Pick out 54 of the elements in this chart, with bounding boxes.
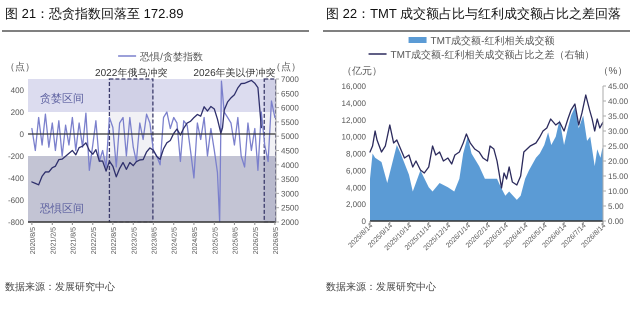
y-tick-label: 0 — [362, 217, 367, 226]
y-axis-title: （点） — [5, 61, 35, 73]
y2-tick-label: 7000 — [281, 75, 300, 84]
y2-tick-label: 6000 — [281, 104, 300, 113]
y-tick-label: -600 — [8, 196, 25, 205]
y2-tick-label: 3500 — [281, 175, 300, 184]
chart-title: 图 21：恐贪指数回落至 172.89 — [5, 6, 184, 21]
source-note: 数据来源：发展研究中心 — [5, 281, 115, 293]
y2-tick-label: 20.00 — [608, 157, 629, 166]
y-axis-title: （亿元） — [342, 66, 382, 77]
band-label: 贪婪区间 — [40, 92, 84, 105]
y2-tick-label: 4000 — [281, 160, 300, 170]
y2-axis-title: （%） — [598, 66, 628, 77]
band-label: 2022年俄乌冲突 — [95, 67, 168, 79]
y2-tick-label: 25.00 — [608, 142, 629, 151]
legend-label: TMT成交额-红利相关成交额占比之差（右轴） — [390, 49, 594, 61]
y2-tick-label: 15.00 — [608, 172, 629, 181]
y-tick-label: 200 — [10, 108, 25, 117]
y2-tick-label: 2000 — [281, 218, 300, 227]
band-label: 恐惧区间 — [39, 203, 84, 215]
y-tick-label: -800 — [8, 218, 25, 227]
y2-tick-label: 3000 — [281, 189, 300, 198]
y-tick-label: 2,000 — [346, 200, 367, 210]
y2-tick-label: 0.00 — [608, 217, 624, 226]
y2-tick-label: 5500 — [281, 118, 300, 127]
y-tick-label: 8,000 — [346, 150, 367, 158]
y-tick-label: 400 — [10, 86, 25, 95]
y-tick-label: 10,000 — [342, 132, 367, 142]
y-tick-label: 4,000 — [346, 183, 367, 192]
band-label: 2026年美以伊冲突 — [193, 67, 276, 79]
y-tick-label: 12,000 — [342, 116, 367, 125]
y2-tick-label: 6500 — [281, 89, 300, 98]
y2-tick-label: 10.00 — [608, 187, 629, 196]
y2-tick-label: 2500 — [281, 204, 300, 213]
line-series — [369, 94, 604, 189]
y-tick-label: 0 — [20, 130, 25, 139]
y2-tick-label: 4500 — [281, 146, 300, 156]
y2-tick-label: 45.00 — [608, 82, 629, 91]
y-tick-label: 16,000 — [342, 82, 367, 91]
line-series — [31, 80, 276, 223]
y2-tick-label: 5.00 — [608, 202, 624, 211]
source-note: 数据来源：发展研究中心 — [326, 281, 436, 293]
y-tick-label: 6,000 — [346, 166, 367, 176]
chart-title: 图 22：TMT 成交额占比与红利成交额占比之差回落 — [326, 6, 622, 21]
y2-tick-label: 40.00 — [608, 97, 629, 106]
legend-label: 恐惧/贪婪指数 — [139, 51, 203, 63]
y2-tick-label: 35.00 — [608, 112, 629, 121]
y-tick-label: 14,000 — [342, 98, 367, 108]
y-tick-label: -200 — [8, 152, 25, 161]
y2-tick-label: 5000 — [281, 132, 300, 142]
y-tick-label: -400 — [8, 174, 25, 183]
line-series — [31, 80, 262, 186]
y2-tick-label: 30.00 — [608, 127, 629, 136]
legend-label: TMT成交额-红利相关成交额 — [430, 35, 554, 47]
